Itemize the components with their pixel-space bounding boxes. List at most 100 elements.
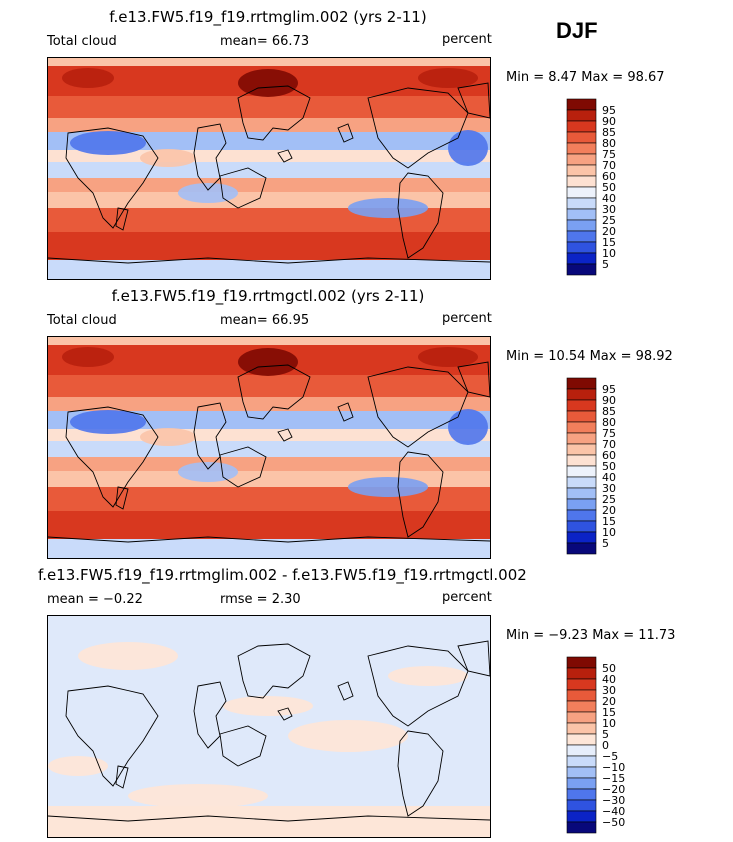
colorbar-tick-label: 75 [602,427,616,440]
panel3-map [47,615,491,838]
panel1-title: f.e13.FW5.f19_f19.rrtmglim.002 (yrs 2-11… [109,8,427,26]
panel2-mean: mean= 66.95 [220,313,310,328]
panel3-minmax: Min = −9.23 Max = 11.73 [506,628,676,643]
colorbar-tick-label: 50 [602,662,616,675]
colorbar-tick-label: 70 [602,438,616,451]
panel1-mean: mean= 66.73 [220,34,310,49]
colorbar-box [566,142,597,155]
colorbar-tick-label: 30 [602,203,616,216]
colorbar-box [566,542,597,555]
panel3-rmse: rmse = 2.30 [220,592,301,607]
colorbar-box [566,164,597,177]
colorbar-box [566,410,597,423]
colorbar-box [566,241,597,254]
colorbar-tick-label: −20 [602,783,625,796]
colorbar-tick-label: 90 [602,394,616,407]
colorbar-tick-label: 40 [602,192,616,205]
colorbar-box [566,443,597,456]
colorbar-box [566,186,597,199]
panel3-colorbar: 50 40 30 20 15 10 5 0 −5 −10 −15 −20 −30 −40 −50 [566,656,647,834]
colorbar-box [566,109,597,122]
panel2-title: f.e13.FW5.f19_f19.rrtmgctl.002 (yrs 2-11… [111,287,425,305]
colorbar-box [566,667,597,680]
colorbar-box [566,98,597,111]
colorbar-tick-label: 5 [602,258,609,271]
colorbar-tick-label: 25 [602,214,616,227]
colorbar-tick-label: 85 [602,126,616,139]
colorbar-tick-label: 30 [602,684,616,697]
colorbar-tick-label: 25 [602,493,616,506]
colorbar-box [566,744,597,757]
colorbar-tick-label: 80 [602,416,616,429]
panel2-variable-label: Total cloud [47,313,117,328]
colorbar-tick-label: 40 [602,471,616,484]
colorbar-tick-label: 80 [602,137,616,150]
colorbar-box [566,498,597,511]
colorbar-tick-label: −30 [602,794,625,807]
colorbar-box [566,377,597,390]
colorbar-tick-label: 15 [602,515,616,528]
colorbar-box [566,432,597,445]
colorbar-box [566,531,597,544]
colorbar-tick-label: −40 [602,805,625,818]
colorbar-tick-label: 20 [602,504,616,517]
colorbar-tick-label: 20 [602,695,616,708]
colorbar-tick-label: 15 [602,236,616,249]
colorbar-tick-label: 70 [602,159,616,172]
colorbar-box [566,810,597,823]
colorbar-box [566,520,597,533]
colorbar-box [566,120,597,133]
colorbar-tick-label: 60 [602,170,616,183]
colorbar-box [566,755,597,768]
colorbar-box [566,465,597,478]
panel1-colorbar: 95 90 85 80 75 70 60 50 40 30 25 20 15 10 5 [566,98,647,276]
colorbar-box [566,219,597,232]
colorbar-tick-label: 75 [602,148,616,161]
colorbar-tick-label: 10 [602,247,616,260]
colorbar-box [566,399,597,412]
colorbar-tick-label: −5 [602,750,618,763]
panel2-map [47,336,491,559]
colorbar-box [566,777,597,790]
panel1-map-graphic [48,58,490,279]
colorbar-tick-label: 5 [602,537,609,550]
colorbar-box [566,487,597,500]
colorbar-tick-label: 10 [602,526,616,539]
colorbar-box [566,388,597,401]
colorbar-box [566,711,597,724]
colorbar-tick-label: 40 [602,673,616,686]
panel2-minmax: Min = 10.54 Max = 98.92 [506,349,673,364]
colorbar-box [566,230,597,243]
colorbar-tick-label: −50 [602,816,625,829]
colorbar-box [566,476,597,489]
colorbar-box [566,421,597,434]
season-label: DJF [556,18,598,43]
colorbar-box [566,509,597,522]
colorbar-box [566,656,597,669]
colorbar-box [566,131,597,144]
colorbar-box [566,263,597,276]
panel3-mean: mean = −0.22 [47,592,143,607]
panel2-colorbar: 95 90 85 80 75 70 60 50 40 30 25 20 15 10 5 [566,377,647,555]
colorbar-box [566,208,597,221]
colorbar-box [566,700,597,713]
panel1-map [47,57,491,280]
colorbar-tick-label: 30 [602,482,616,495]
colorbar-box [566,788,597,801]
colorbar-tick-label: 50 [602,181,616,194]
panel1-minmax: Min = 8.47 Max = 98.67 [506,70,665,85]
colorbar-box [566,153,597,166]
colorbar-box [566,678,597,691]
colorbar-box [566,766,597,779]
colorbar-box [566,799,597,812]
panel3-map-graphic [48,640,490,837]
colorbar-box [566,175,597,188]
colorbar-tick-label: 95 [602,383,616,396]
colorbar-box [566,722,597,735]
colorbar-box [566,821,597,834]
panel2-map-graphic [48,337,490,558]
colorbar-tick-label: −10 [602,761,625,774]
colorbar-tick-label: 60 [602,449,616,462]
colorbar-tick-label: 50 [602,460,616,473]
colorbar-box [566,733,597,746]
